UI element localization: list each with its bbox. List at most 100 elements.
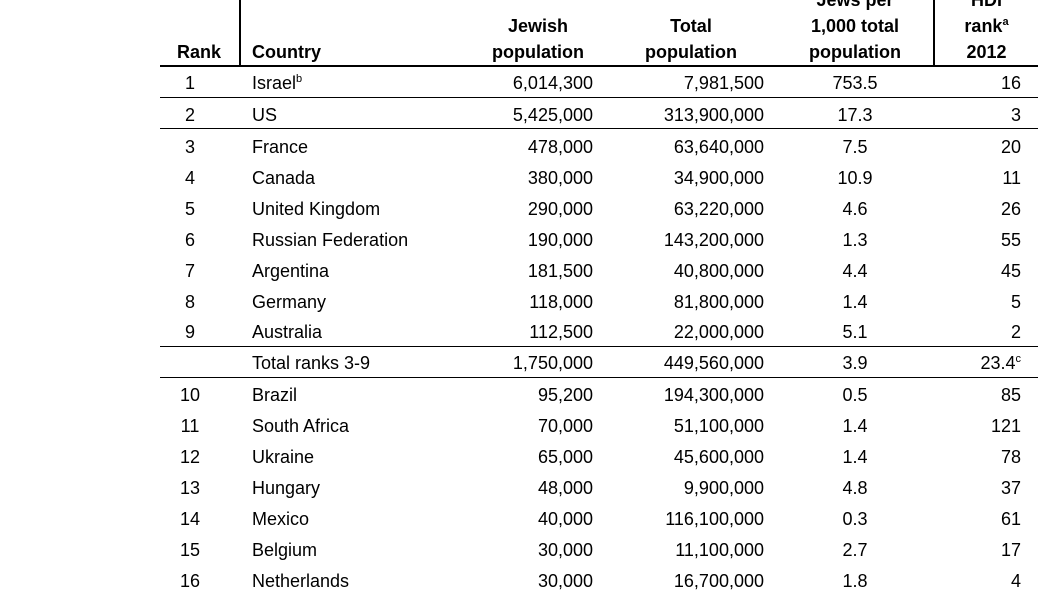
jews-per-1000-cell: 753.5 bbox=[832, 73, 878, 93]
table-row: 4 Canada 380,000 34,900,000 10.9 11 bbox=[0, 163, 1038, 194]
jews-per-1000-cell: 1.4 bbox=[842, 447, 868, 467]
hdi-value: 17 bbox=[1000, 540, 1021, 560]
total-population-cell: 34,900,000 bbox=[673, 168, 764, 188]
hdi-rank-cell: 3 bbox=[1011, 100, 1021, 131]
rank-cell: 11 bbox=[180, 416, 200, 436]
header-line: 1,000 total bbox=[810, 16, 900, 36]
jewish-population-cell: 6,014,300 bbox=[512, 73, 593, 93]
country-name: Mexico bbox=[252, 509, 310, 529]
rank-cell: 4 bbox=[184, 168, 195, 188]
rank-cell: 8 bbox=[184, 292, 195, 312]
country-name: Total ranks 3-9 bbox=[252, 353, 371, 373]
hdi-value: 61 bbox=[1000, 509, 1021, 529]
total-population-cell: 51,100,000 bbox=[673, 416, 764, 436]
hdi-rank-cell: 5 bbox=[1011, 287, 1021, 318]
hdi-value: 121 bbox=[990, 416, 1021, 436]
hdi-rank-cell: 55 bbox=[1001, 225, 1021, 256]
jewish-population-cell: 65,000 bbox=[537, 447, 593, 467]
header-jewish-population: Jewish population bbox=[478, 13, 598, 65]
table-row: 13 Hungary 48,000 9,900,000 4.8 37 bbox=[0, 473, 1038, 504]
country-name: Canada bbox=[252, 168, 316, 188]
total-population-cell: 194,300,000 bbox=[663, 385, 764, 405]
country-cell: Brazil bbox=[252, 380, 297, 411]
jewish-population-cell: 190,000 bbox=[527, 230, 593, 250]
rank-cell: 13 bbox=[179, 478, 201, 498]
jews-per-1000-cell: 1.3 bbox=[842, 230, 868, 250]
rank-cell: 9 bbox=[184, 322, 195, 342]
total-population-cell: 81,800,000 bbox=[673, 292, 764, 312]
country-cell: Belgium bbox=[252, 535, 317, 566]
jews-per-1000-cell: 0.5 bbox=[842, 385, 868, 405]
jewish-population-cell: 118,000 bbox=[529, 292, 593, 312]
country-name: Ukraine bbox=[252, 447, 315, 467]
hdi-value: 2 bbox=[1010, 322, 1021, 342]
rank-cell: 16 bbox=[179, 571, 201, 591]
country-name: Belgium bbox=[252, 540, 318, 560]
jews-per-1000-cell: 17.3 bbox=[837, 105, 873, 125]
total-population-cell: 7,981,500 bbox=[683, 73, 764, 93]
jewish-population-cell: 48,000 bbox=[537, 478, 593, 498]
divider bbox=[160, 377, 1038, 378]
hdi-rank-cell: 20 bbox=[1001, 132, 1021, 163]
country-name: Israel bbox=[252, 73, 297, 93]
table-row: 2 US 5,425,000 313,900,000 17.3 3 bbox=[0, 100, 1038, 131]
header-text: rank bbox=[964, 16, 1003, 36]
jewish-population-cell: 30,000 bbox=[537, 540, 593, 560]
header-total-population: Total population bbox=[630, 13, 752, 65]
jews-per-1000-cell: 3.9 bbox=[842, 353, 868, 373]
country-cell: Hungary bbox=[252, 473, 320, 504]
rank-cell: 5 bbox=[184, 199, 195, 219]
total-population-cell: 40,800,000 bbox=[673, 261, 764, 281]
table-row: 7 Argentina 181,500 40,800,000 4.4 45 bbox=[0, 256, 1038, 287]
hdi-value: 20 bbox=[1000, 137, 1021, 157]
jewish-population-cell: 380,000 bbox=[527, 168, 593, 188]
table-row: 16 Netherlands 30,000 16,700,000 1.8 4 bbox=[0, 566, 1038, 597]
jewish-population-cell: 30,000 bbox=[537, 571, 593, 591]
hdi-value: 85 bbox=[1000, 385, 1021, 405]
hdi-value: 37 bbox=[1000, 478, 1021, 498]
jewish-population-cell: 181,500 bbox=[527, 261, 593, 281]
total-population-cell: 63,220,000 bbox=[673, 199, 764, 219]
country-name: United Kingdom bbox=[252, 199, 381, 219]
header-rank: Rank bbox=[176, 42, 221, 62]
divider bbox=[160, 65, 1038, 67]
hdi-rank-cell: 23.4c bbox=[980, 348, 1021, 379]
table-row: 3 France 478,000 63,640,000 7.5 20 bbox=[0, 132, 1038, 163]
hdi-value: 45 bbox=[1000, 261, 1021, 281]
header-line: population bbox=[809, 42, 901, 62]
hdi-value: 5 bbox=[1010, 292, 1021, 312]
table-row: 6 Russian Federation 190,000 143,200,000 1.3… bbox=[0, 225, 1038, 256]
jews-per-1000-cell: 4.6 bbox=[842, 199, 868, 219]
header-hdi-rank: HDI ranka 2012 bbox=[935, 0, 1038, 65]
hdi-rank-cell: 11 bbox=[1002, 163, 1021, 194]
total-population-cell: 45,600,000 bbox=[673, 447, 764, 467]
hdi-rank-cell: 17 bbox=[1001, 535, 1021, 566]
divider bbox=[160, 128, 1038, 129]
rank-cell: 2 bbox=[184, 105, 195, 125]
hdi-rank-cell: 45 bbox=[1001, 256, 1021, 287]
rank-cell: 1 bbox=[184, 73, 195, 93]
jewish-population-cell: 478,000 bbox=[527, 137, 593, 157]
rank-cell: 14 bbox=[179, 509, 201, 529]
header-line: 2012 bbox=[966, 42, 1007, 62]
country-cell: Germany bbox=[252, 287, 326, 318]
table-row: 15 Belgium 30,000 11,100,000 2.7 17 bbox=[0, 535, 1038, 566]
jewish-population-cell: 112,500 bbox=[529, 322, 593, 342]
hdi-value: 26 bbox=[1000, 199, 1021, 219]
header-line: ranka bbox=[935, 13, 1038, 39]
rank-cell: 12 bbox=[179, 447, 201, 467]
jews-per-1000-cell: 5.1 bbox=[842, 322, 868, 342]
header-line: HDI bbox=[971, 0, 1002, 10]
total-population-cell: 9,900,000 bbox=[683, 478, 764, 498]
divider bbox=[160, 346, 1038, 347]
total-population-cell: 116,100,000 bbox=[665, 509, 764, 529]
jewish-population-cell: 95,200 bbox=[537, 385, 593, 405]
jews-per-1000-cell: 0.3 bbox=[842, 509, 868, 529]
country-name: Hungary bbox=[252, 478, 321, 498]
country-name: France bbox=[252, 137, 309, 157]
country-name: US bbox=[252, 105, 278, 125]
jewish-population-cell: 5,425,000 bbox=[512, 105, 593, 125]
header-line: Total bbox=[670, 16, 712, 36]
jews-per-1000-cell: 2.7 bbox=[842, 540, 868, 560]
rank-cell: 3 bbox=[184, 137, 195, 157]
